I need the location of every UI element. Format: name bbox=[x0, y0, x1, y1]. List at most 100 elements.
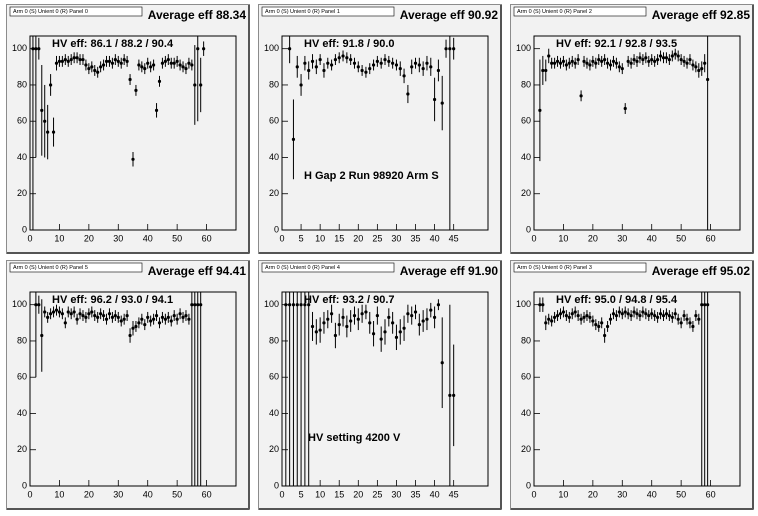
panel-title: Arm 0 (S) Unient 0 (R) Panel 2 bbox=[517, 9, 592, 15]
point bbox=[620, 312, 624, 316]
x-tick-label: 10 bbox=[315, 489, 325, 499]
x-tick-label: 10 bbox=[558, 489, 568, 499]
point bbox=[54, 61, 59, 65]
point bbox=[553, 61, 557, 65]
point bbox=[40, 333, 44, 338]
point bbox=[402, 326, 406, 330]
y-tick-label: 60 bbox=[269, 372, 279, 382]
point bbox=[398, 330, 402, 334]
point bbox=[299, 303, 303, 307]
x-tick-label: 25 bbox=[372, 489, 382, 499]
point bbox=[57, 59, 62, 63]
point bbox=[46, 315, 50, 319]
y-tick-label: 40 bbox=[269, 408, 279, 418]
x-tick-label: 5 bbox=[299, 233, 304, 243]
point bbox=[69, 312, 73, 316]
y-tick-label: 0 bbox=[526, 480, 531, 490]
point bbox=[122, 57, 126, 62]
point bbox=[175, 317, 179, 321]
point bbox=[119, 319, 123, 323]
point bbox=[585, 61, 589, 65]
point bbox=[166, 57, 170, 62]
point bbox=[43, 310, 47, 314]
point bbox=[178, 312, 182, 316]
point bbox=[66, 310, 70, 314]
panel: Arm 0 (S) Unient 0 (R) Panel 5 Average ef… bbox=[6, 260, 250, 510]
point bbox=[647, 313, 651, 318]
point bbox=[152, 317, 156, 321]
average-eff: Average eff 92.85 bbox=[652, 8, 751, 22]
x-tick-label: 5 bbox=[299, 489, 304, 499]
y-tick-label: 0 bbox=[274, 480, 279, 490]
point bbox=[131, 157, 135, 161]
y-tick-label: 80 bbox=[17, 79, 27, 89]
point bbox=[187, 317, 191, 321]
point bbox=[169, 61, 173, 65]
data-points bbox=[31, 36, 206, 230]
panel-title: Arm 0 (S) Unient 0 (R) Panel 1 bbox=[265, 9, 340, 15]
point bbox=[579, 94, 583, 98]
point bbox=[421, 319, 425, 323]
point bbox=[157, 321, 162, 325]
point bbox=[653, 313, 657, 318]
point bbox=[564, 313, 568, 318]
y-tick-label: 0 bbox=[274, 224, 279, 234]
point bbox=[149, 65, 153, 69]
point bbox=[49, 83, 53, 87]
point bbox=[107, 59, 112, 63]
point bbox=[576, 57, 580, 62]
y-tick-label: 80 bbox=[269, 79, 279, 89]
point bbox=[383, 57, 387, 62]
point bbox=[676, 317, 680, 321]
point bbox=[670, 315, 674, 319]
point bbox=[694, 313, 698, 318]
point bbox=[667, 57, 671, 62]
point bbox=[425, 61, 429, 65]
y-tick-label: 60 bbox=[269, 116, 279, 126]
point bbox=[368, 67, 372, 71]
point bbox=[620, 67, 624, 71]
point bbox=[75, 317, 79, 321]
hv-eff: HV eff: 86.1 / 88.2 / 90.4 bbox=[52, 38, 174, 50]
point bbox=[37, 47, 41, 51]
point bbox=[113, 313, 117, 318]
panel: Arm 0 (S) Unient 0 (R) Panel 4 Average ef… bbox=[258, 260, 502, 510]
point bbox=[81, 313, 85, 318]
point bbox=[134, 324, 138, 329]
point bbox=[673, 312, 677, 316]
point bbox=[697, 68, 701, 73]
point bbox=[413, 61, 418, 65]
point bbox=[676, 54, 680, 58]
point bbox=[582, 315, 586, 319]
point bbox=[78, 312, 82, 316]
x-tick-label: 0 bbox=[279, 233, 284, 243]
x-tick-label: 45 bbox=[449, 233, 459, 243]
point bbox=[626, 59, 630, 63]
point bbox=[178, 63, 182, 67]
point bbox=[193, 303, 197, 307]
point bbox=[341, 54, 345, 58]
point bbox=[538, 303, 542, 307]
point bbox=[421, 67, 425, 71]
point bbox=[93, 313, 97, 318]
point bbox=[349, 57, 353, 62]
x-tick-label: 40 bbox=[143, 489, 153, 499]
point bbox=[703, 61, 707, 65]
point bbox=[391, 321, 395, 325]
point bbox=[78, 57, 82, 62]
point bbox=[682, 59, 686, 63]
point bbox=[322, 68, 326, 73]
y-tick-label: 80 bbox=[269, 335, 279, 345]
x-tick-label: 20 bbox=[588, 489, 598, 499]
point bbox=[608, 63, 613, 67]
point bbox=[398, 67, 402, 71]
point bbox=[63, 57, 67, 62]
point bbox=[329, 63, 334, 67]
point bbox=[143, 323, 147, 327]
point bbox=[561, 59, 566, 63]
x-tick-label: 15 bbox=[334, 233, 344, 243]
point bbox=[149, 319, 153, 323]
y-tick-label: 20 bbox=[521, 444, 531, 454]
point bbox=[122, 317, 126, 321]
point bbox=[688, 57, 692, 62]
